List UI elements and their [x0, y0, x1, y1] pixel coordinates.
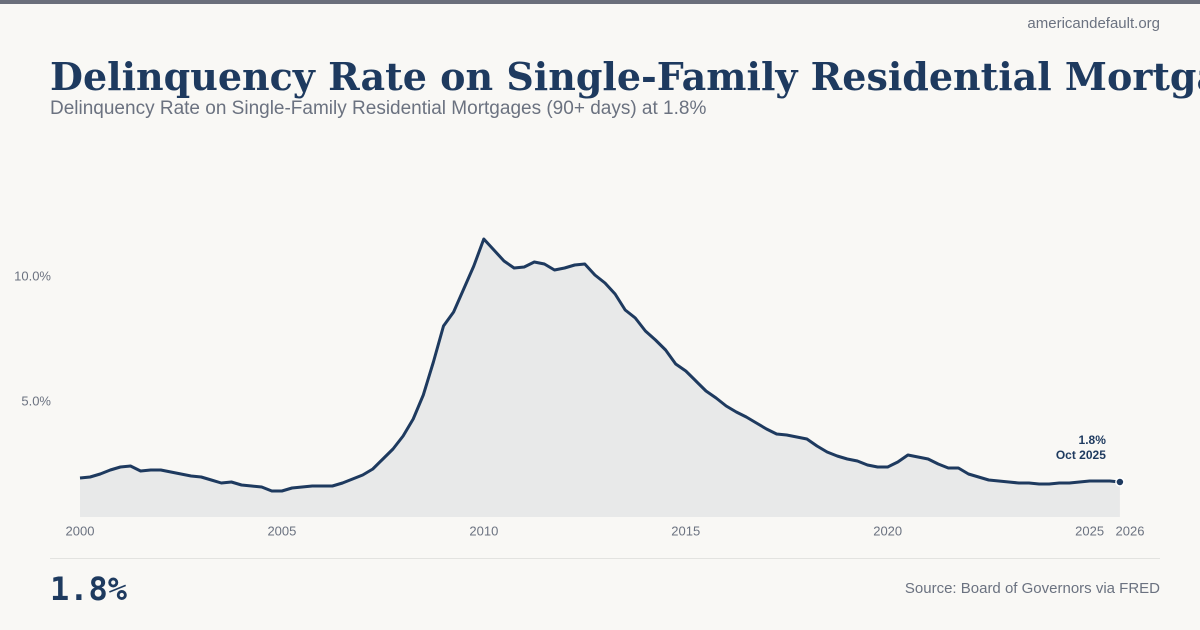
area	[80, 239, 1120, 517]
x-tick-label: 2025	[1075, 523, 1104, 538]
line	[79, 237, 1121, 493]
x-tick-label: 2010	[469, 523, 498, 538]
source: Source: Board of Governors via FRED	[904, 580, 1160, 597]
divider	[50, 558, 1160, 559]
x-tick-label: 2026	[1116, 523, 1145, 538]
end-point	[1115, 477, 1125, 487]
end-annotation: Oct 2025	[1056, 448, 1106, 462]
site-name: americandefault.org	[1027, 15, 1160, 32]
end-annotation: 1.8%	[1079, 433, 1107, 447]
x-tick-label: 2005	[267, 523, 296, 538]
top-bar	[0, 0, 1200, 4]
chart-title: Delinquency Rate on Single-Family Reside…	[50, 54, 1200, 99]
x-tick-label: 2020	[873, 523, 902, 538]
y-tick-label: 5.0%	[21, 393, 51, 408]
x-tick-label: 2000	[66, 523, 95, 538]
x-tick-label: 2015	[671, 523, 700, 538]
headline-value: 1.8%	[50, 570, 128, 608]
chart-subtitle: Delinquency Rate on Single-Family Reside…	[50, 98, 707, 119]
y-tick-label: 10.0%	[14, 268, 51, 283]
